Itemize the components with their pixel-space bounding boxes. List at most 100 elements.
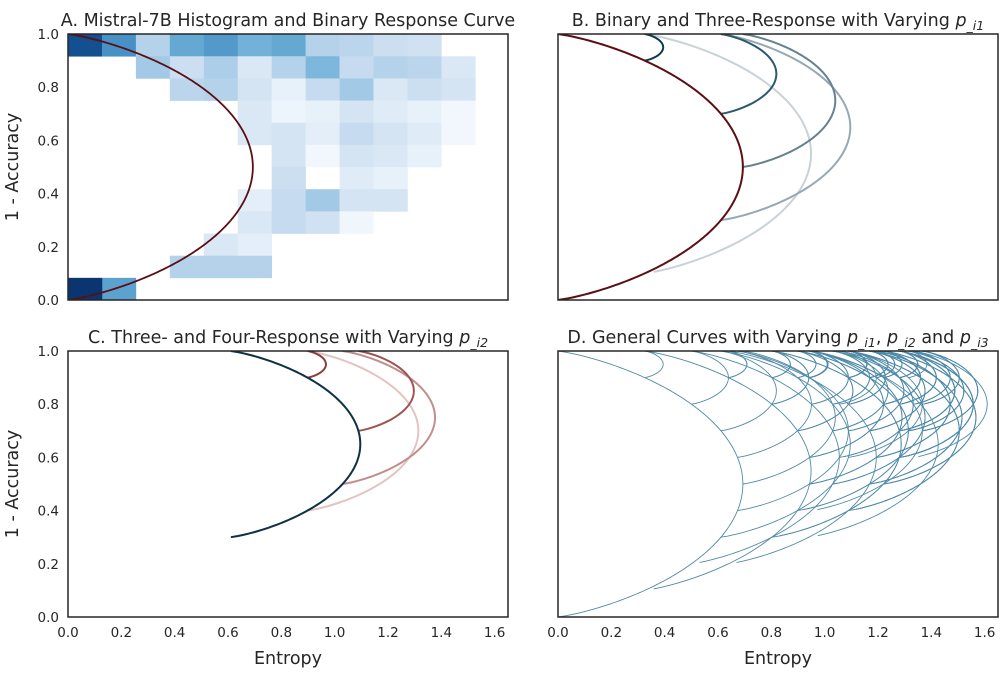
heatmap-cell bbox=[271, 211, 306, 234]
heatmap-cell bbox=[135, 56, 171, 79]
heatmap-cell bbox=[339, 189, 374, 212]
panel-d-xtick-label: 0.2 bbox=[601, 625, 622, 641]
panel-a-title: A. Mistral-7B Histogram and Binary Respo… bbox=[61, 11, 515, 31]
general-curve bbox=[832, 351, 926, 485]
heatmap-cell bbox=[169, 255, 205, 279]
panel-c-ytick-label: 0.8 bbox=[38, 397, 59, 413]
four-response-curve bbox=[307, 351, 420, 512]
panel-a-ylabel: 1 - Accuracy bbox=[3, 113, 23, 221]
heatmap-cell bbox=[373, 100, 408, 124]
general-curve bbox=[720, 351, 851, 538]
heatmap-cell bbox=[373, 122, 408, 146]
panel-c-xtick-label: 0.2 bbox=[111, 625, 132, 641]
panel-c-ytick-label: 0.6 bbox=[38, 450, 59, 466]
general-curve bbox=[808, 351, 828, 379]
panel-c-xtick-label: 1.4 bbox=[431, 625, 452, 641]
heatmap-cell bbox=[237, 189, 272, 212]
panel-c-xlabel: Entropy bbox=[254, 649, 322, 669]
heatmap-cell bbox=[339, 100, 374, 124]
panel-c-ytick-label: 1.0 bbox=[38, 344, 59, 360]
heatmap-cell bbox=[135, 34, 171, 57]
panel-a-ytick-label: 1.0 bbox=[38, 27, 59, 43]
heatmap-cell bbox=[373, 189, 408, 212]
panel-d-frame bbox=[557, 350, 999, 618]
heatmap-cell bbox=[271, 189, 306, 212]
heatmap-cell bbox=[271, 167, 306, 190]
panel-d-xtick-label: 0.8 bbox=[761, 625, 782, 641]
heatmap-cell bbox=[305, 34, 340, 57]
panel-d-xtick-label: 1.0 bbox=[814, 625, 835, 641]
three-response-curve bbox=[720, 34, 778, 115]
panel-d-xtick-label: 0.0 bbox=[547, 625, 568, 641]
panel-d: 0.0 0.2 0.4 0.6 0.8 1.0 1.2 1.4 1.6 Entropy D. Gen… bbox=[547, 328, 999, 669]
heatmap-cell bbox=[339, 211, 374, 234]
general-curve bbox=[742, 351, 836, 485]
heatmap-cell bbox=[237, 100, 272, 124]
heatmap-cell bbox=[271, 100, 306, 124]
heatmap-cell bbox=[237, 56, 272, 79]
panel-d-xtick-label: 1.6 bbox=[974, 625, 995, 641]
heatmap-cell bbox=[237, 122, 272, 146]
panel-c-xtick-label: 0.8 bbox=[271, 625, 292, 641]
general-curve bbox=[832, 351, 889, 432]
heatmap-cell bbox=[237, 233, 272, 256]
general-curve bbox=[691, 351, 729, 405]
general-curve bbox=[771, 351, 902, 537]
general-curve bbox=[908, 351, 965, 432]
panel-d-xlabel: Entropy bbox=[744, 649, 812, 669]
three-response-curve bbox=[720, 34, 852, 222]
heatmap-cell bbox=[237, 78, 272, 101]
heatmap-cell bbox=[169, 56, 205, 79]
panel-c-xtick-label: 0.4 bbox=[164, 625, 185, 641]
general-curve bbox=[869, 351, 926, 432]
general-curve bbox=[728, 351, 748, 379]
general-curve bbox=[809, 351, 903, 485]
general-curve bbox=[644, 351, 812, 590]
general-curve bbox=[848, 351, 886, 405]
panel-a-ytick-label: 0.6 bbox=[38, 133, 59, 149]
general-curve bbox=[922, 351, 979, 432]
heatmap-cell bbox=[407, 100, 442, 124]
panel-b: B. Binary and Three-Response with Varyin… bbox=[557, 11, 999, 301]
panel-d-xtick-label: 0.6 bbox=[707, 625, 728, 641]
three-response-curve bbox=[644, 34, 813, 273]
panel-c-frame bbox=[67, 350, 509, 618]
heatmap-cell bbox=[339, 78, 374, 101]
general-curve bbox=[771, 351, 902, 538]
four-response-curve bbox=[230, 351, 362, 539]
heatmap-cell bbox=[407, 56, 442, 79]
heatmap-cell bbox=[271, 78, 306, 101]
heatmap-cell bbox=[203, 34, 239, 57]
three-response-curve bbox=[644, 34, 665, 62]
heatmap-cell bbox=[271, 144, 306, 168]
heatmap-cell bbox=[305, 56, 340, 79]
general-curve bbox=[797, 351, 817, 379]
heatmap-cell bbox=[441, 56, 476, 79]
panel-a-ytick-label: 0.4 bbox=[38, 187, 59, 203]
general-curve bbox=[913, 351, 988, 457]
general-curve bbox=[869, 351, 963, 485]
heatmap-cell bbox=[407, 144, 442, 168]
general-curve bbox=[869, 351, 889, 379]
panel-a-frame bbox=[67, 33, 509, 301]
heatmap-cell bbox=[237, 211, 272, 234]
heatmap-cell bbox=[441, 78, 476, 101]
general-curve bbox=[899, 351, 937, 405]
heatmap-cell bbox=[407, 78, 442, 101]
heatmap-cell bbox=[339, 34, 374, 57]
panel-c-xtick-label: 1.6 bbox=[484, 625, 505, 641]
binary-response-curve bbox=[68, 34, 254, 300]
panel-c-xtick-label: 0.0 bbox=[57, 625, 78, 641]
panel-d-xtick-label: 1.2 bbox=[867, 625, 888, 641]
panel-c-ytick-label: 0.2 bbox=[38, 557, 59, 573]
heatmap-cell bbox=[271, 56, 306, 79]
general-curve bbox=[899, 351, 919, 379]
heatmap-cell bbox=[203, 233, 239, 256]
heatmap-cell bbox=[373, 144, 408, 168]
general-curve bbox=[883, 351, 903, 379]
general-curve bbox=[808, 351, 939, 537]
panel-b-title: B. Binary and Three-Response with Varyin… bbox=[572, 11, 984, 33]
four-response-curve bbox=[307, 351, 327, 379]
heatmap-cell bbox=[305, 100, 340, 124]
panel-a-ytick-label: 0.2 bbox=[38, 240, 59, 256]
